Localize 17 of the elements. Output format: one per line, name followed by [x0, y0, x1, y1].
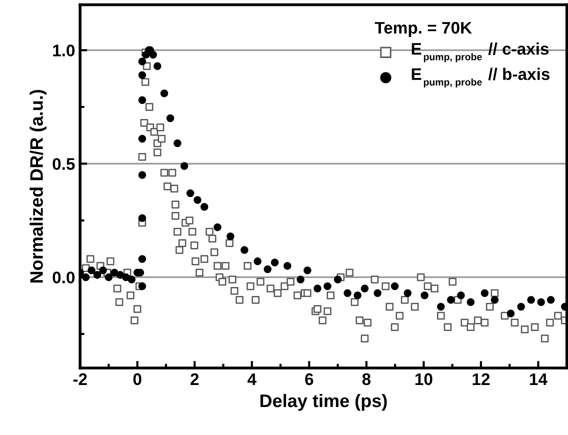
y-axis-title: Normalized DR/R (a.u.) [30, 90, 47, 282]
legend-label: Epump, probe // b-axis [412, 68, 550, 88]
x-tick-label: 14 [530, 373, 548, 385]
x-tick-label: 2 [190, 373, 199, 385]
x-tick-label: 10 [415, 373, 432, 386]
x-tick-label: 0 [133, 373, 142, 386]
x-tick-label: -2 [73, 373, 87, 385]
legend-title: Temp. = 70K [374, 22, 472, 37]
x-tick-label: 4 [248, 373, 256, 385]
y-tick-label: 0.5 [52, 158, 75, 170]
x-tick-label: 12 [472, 373, 490, 385]
y-tick-label: 0.0 [52, 272, 75, 284]
y-tick-label: 1.0 [53, 44, 75, 56]
x-axis-title: Delay time (ps) [260, 394, 387, 411]
x-tick-label: 8 [362, 373, 371, 386]
x-tick-label: 6 [305, 373, 314, 386]
legend-label: Epump, probe // c-axis [412, 42, 549, 62]
